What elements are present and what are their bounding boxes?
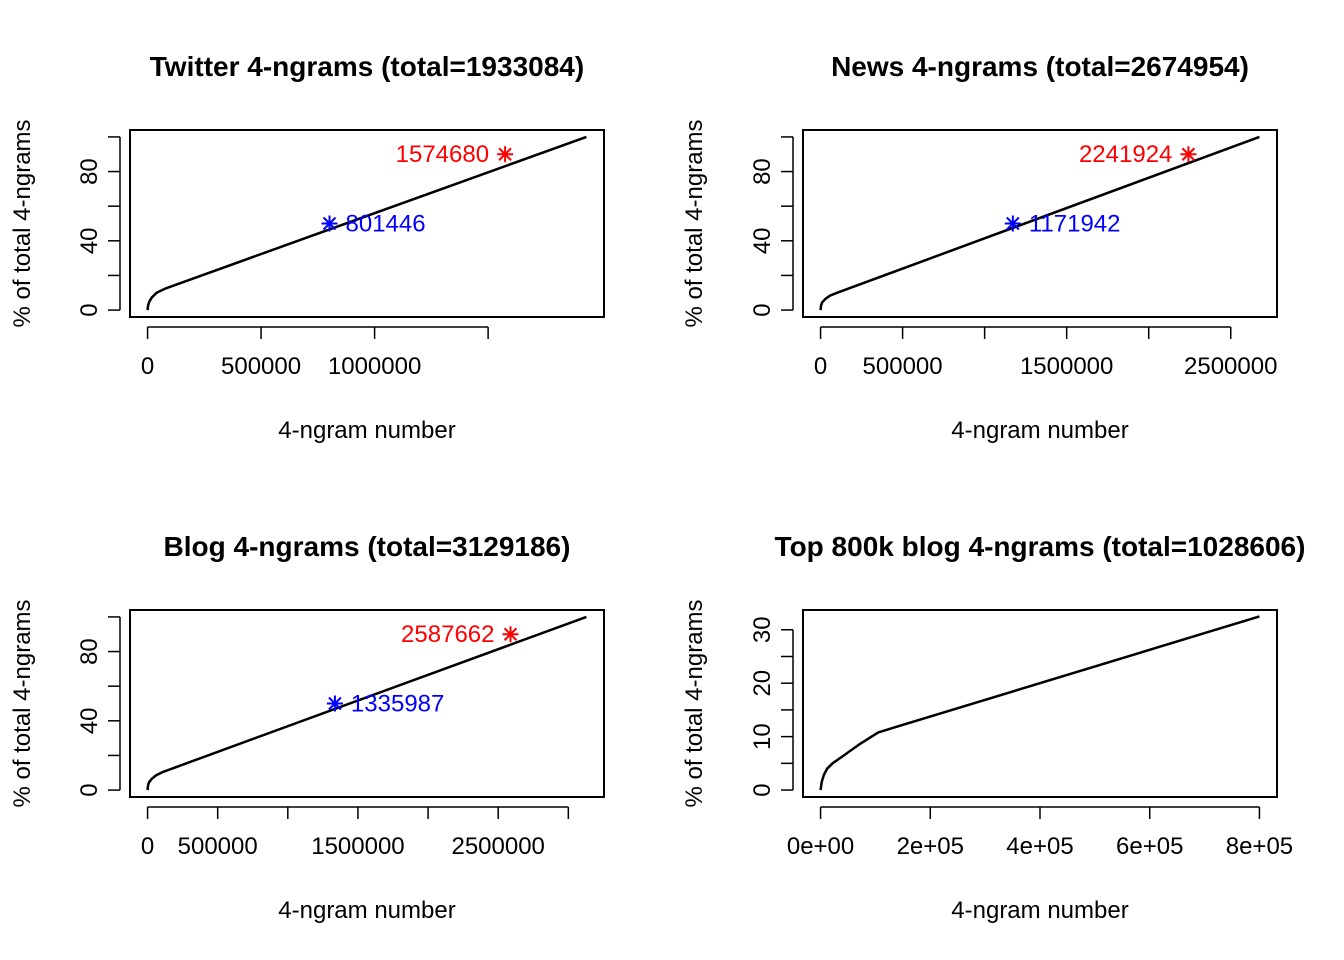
y-tick-label: 0	[76, 303, 103, 316]
plot-frame	[129, 129, 605, 318]
y-tick-label: 40	[76, 707, 103, 734]
x-tick-label: 1500000	[311, 833, 404, 860]
chart-title: Top 800k blog 4-ngrams (total=1028606)	[775, 531, 1306, 562]
marker-stroke	[1006, 216, 1020, 231]
y-tick-label: 10	[749, 723, 776, 750]
y-tick-label: 30	[749, 616, 776, 643]
y-tick-label: 20	[749, 670, 776, 697]
x-tick-label: 0	[814, 353, 827, 380]
y-tick-label: 0	[749, 783, 776, 796]
marker-label: 2241924	[1079, 141, 1172, 168]
x-axis-label: 4-ngram number	[951, 417, 1128, 444]
chart-title: News 4-ngrams (total=2674954)	[831, 51, 1249, 82]
y-tick-label: 0	[749, 303, 776, 316]
chart-title: Twitter 4-ngrams (total=1933084)	[150, 51, 584, 82]
marker-label: 1574680	[396, 141, 489, 168]
chart-panel-2: News 4-ngrams (total=2674954) 0 500000 1500…	[681, 51, 1278, 444]
marker-stroke	[1181, 147, 1196, 161]
marker-stroke	[503, 627, 518, 641]
marker-stroke	[322, 216, 337, 231]
series-line	[819, 135, 1260, 311]
chart-panel-1: Twitter 4-ngrams (total=1933084) 0 500000 1…	[9, 51, 605, 444]
chart-title: Blog 4-ngrams (total=3129186)	[164, 531, 571, 562]
star-marker	[502, 626, 519, 643]
x-tick-label: 1500000	[1020, 353, 1113, 380]
marker-label: 801446	[346, 211, 426, 238]
y-tick-label: 40	[749, 227, 776, 254]
x-tick-label: 500000	[863, 353, 943, 380]
x-tick-label: 4e+05	[1006, 833, 1073, 860]
y-tick-label: 40	[76, 227, 103, 254]
y-tick-label: 80	[749, 158, 776, 185]
y-tick-label: 80	[76, 158, 103, 185]
chart-panel-3: Blog 4-ngrams (total=3129186) 0 500000 1500…	[9, 531, 605, 924]
y-axis-label: % of total 4-ngrams	[681, 599, 708, 807]
plot-frame	[129, 609, 605, 798]
x-axis-label: 4-ngram number	[278, 897, 455, 924]
marker-label: 1171942	[1029, 211, 1121, 238]
series-line	[819, 615, 1260, 791]
x-tick-label: 1000000	[328, 353, 421, 380]
y-tick-label: 80	[76, 638, 103, 665]
series-line	[146, 615, 587, 791]
star-marker	[1180, 146, 1197, 163]
x-tick-label: 6e+05	[1116, 833, 1183, 860]
series-line	[146, 135, 587, 311]
x-tick-label: 0	[141, 833, 154, 860]
x-tick-label: 0e+00	[787, 833, 854, 860]
x-tick-label: 8e+05	[1226, 833, 1293, 860]
marker-label: 1335987	[351, 691, 444, 718]
plot-frame	[802, 129, 1278, 318]
marker-stroke	[328, 696, 342, 711]
x-tick-label: 2e+05	[897, 833, 964, 860]
y-axis-label: % of total 4-ngrams	[9, 599, 36, 807]
x-axis-label: 4-ngram number	[278, 417, 455, 444]
x-axis-label: 4-ngram number	[951, 897, 1128, 924]
star-marker	[1004, 215, 1021, 232]
x-tick-label: 2500000	[1184, 353, 1277, 380]
chart-panel-4: Top 800k blog 4-ngrams (total=1028606) 0e…	[681, 531, 1305, 924]
x-tick-label: 2500000	[451, 833, 544, 860]
star-marker	[497, 146, 514, 163]
y-axis-label: % of total 4-ngrams	[9, 119, 36, 327]
x-tick-label: 0	[141, 353, 154, 380]
y-axis-label: % of total 4-ngrams	[681, 119, 708, 327]
x-tick-label: 500000	[221, 353, 301, 380]
star-marker	[321, 215, 338, 232]
marker-stroke	[498, 147, 512, 161]
y-tick-label: 0	[76, 783, 103, 796]
star-marker	[326, 695, 343, 712]
x-tick-label: 500000	[178, 833, 258, 860]
marker-label: 2587662	[401, 621, 494, 648]
plot-frame	[802, 609, 1278, 798]
